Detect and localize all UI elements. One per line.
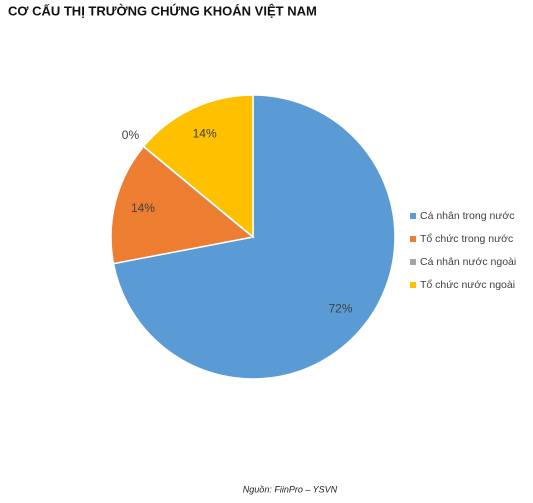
- source: Nguồn: FiinPro – YSVN: [243, 484, 338, 494]
- pie-slice: [142, 94, 254, 239]
- legend-swatch: [410, 236, 416, 242]
- legend-swatch: [410, 213, 416, 219]
- data-label: 14%: [193, 126, 217, 140]
- legend-swatch: [410, 282, 416, 288]
- pie-slice: [110, 145, 255, 265]
- chart-title: CƠ CẤU THỊ TRƯỜNG CHỨNG KHOÁN VIỆT NAM: [8, 3, 317, 18]
- legend-label: Cá nhân trong nước: [420, 210, 514, 222]
- legend-label: Tổ chức nước ngoài: [420, 279, 515, 291]
- legend-label: Cá nhân nước ngoài: [420, 256, 516, 268]
- data-label: 72%: [329, 302, 353, 316]
- legend-label: Tổ chức trong nước: [420, 233, 513, 245]
- legend-swatch: [410, 259, 416, 265]
- data-label: 14%: [131, 201, 155, 215]
- pie-slice: [112, 94, 396, 380]
- data-label: 0%: [122, 128, 140, 142]
